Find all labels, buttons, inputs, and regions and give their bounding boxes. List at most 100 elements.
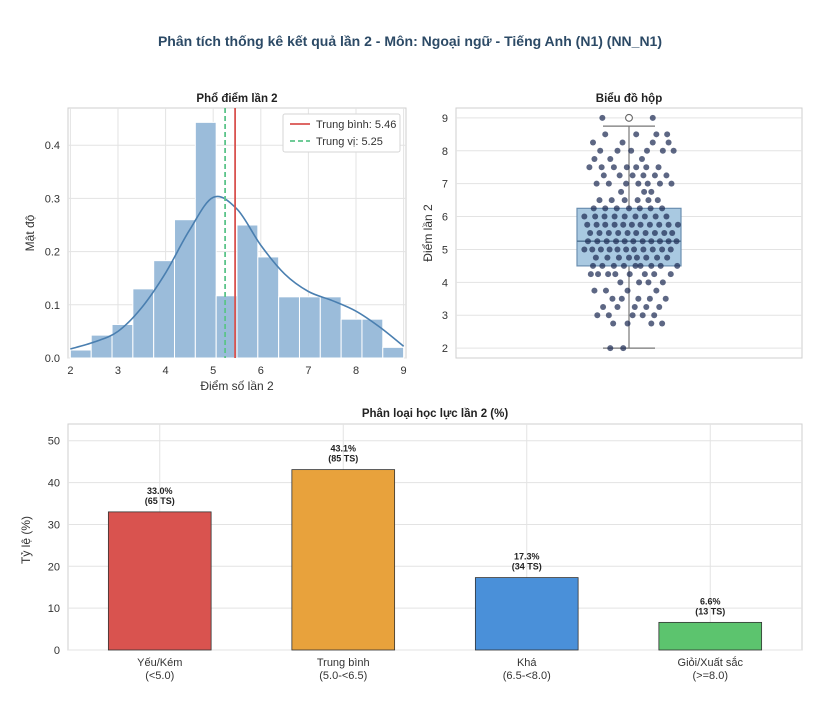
boxplot-point [623, 246, 630, 253]
boxplot-point [642, 230, 649, 236]
boxplot-point [596, 197, 603, 204]
histogram-x-tick-label: 5 [210, 365, 216, 377]
boxplot-point [607, 345, 614, 352]
boxplot-point [591, 287, 598, 294]
boxplot-point [610, 164, 617, 171]
boxplot-point [647, 205, 654, 212]
boxplot-point [612, 271, 619, 278]
boxplot-point [618, 295, 625, 302]
legend-mean-label: Trung bình: 5.46 [316, 119, 396, 131]
boxplot-point [623, 164, 630, 171]
classification-bar [658, 621, 763, 651]
boxplot-point [639, 238, 646, 245]
histogram-x-tick-label: 7 [305, 365, 311, 377]
boxplot-point [600, 304, 607, 311]
boxplot-point [632, 262, 639, 269]
boxplot-point [593, 221, 600, 228]
boxplot-point [590, 205, 597, 212]
boxplot-point [602, 131, 609, 138]
boxplot-point [630, 238, 637, 245]
histogram-bar [132, 288, 155, 359]
boxplot-point [643, 164, 650, 171]
boxplot-point [633, 254, 640, 261]
boxplot-point [584, 221, 591, 228]
boxplot-point [601, 213, 608, 220]
boxplot-point [602, 221, 609, 228]
classification-y-tick-label: 50 [48, 436, 60, 448]
legend-box [282, 113, 401, 153]
boxplot-y-tick-label: 2 [442, 343, 448, 355]
boxplot-y-tick-label: 6 [442, 212, 448, 224]
boxplot-point [609, 295, 616, 302]
boxplot-point [629, 172, 636, 179]
classification-y-tick-label: 0 [54, 645, 60, 657]
boxplot-point [633, 131, 640, 138]
histogram-x-tick-label: 9 [401, 365, 407, 377]
histogram-x-tick-label: 8 [353, 365, 359, 377]
classification-category-label: Giỏi/Xuất sắc [678, 656, 744, 669]
boxplot-point [654, 197, 661, 204]
boxplot-point [659, 279, 666, 286]
boxplot-y-tick-label: 9 [442, 113, 448, 125]
histogram-title: Phổ điểm lần 2 [196, 93, 277, 105]
boxplot-point [618, 188, 625, 195]
boxplot-point [600, 172, 607, 179]
boxplot-point [620, 262, 627, 269]
boxplot-point [610, 320, 617, 327]
classification-bar [291, 469, 396, 651]
boxplot-point [584, 238, 591, 245]
boxplot-point [602, 287, 609, 294]
boxplot-point [637, 262, 644, 269]
boxplot-point [674, 262, 681, 269]
boxplot-point [632, 213, 639, 220]
classification-count-label: (34 TS) [512, 562, 542, 572]
boxplot-point [628, 221, 635, 228]
boxplot-point [596, 230, 603, 236]
boxplot-point [589, 246, 596, 253]
boxplot-point [635, 180, 642, 187]
boxplot-point [621, 197, 628, 204]
boxplot-point [659, 147, 666, 154]
boxplot-point [631, 304, 638, 311]
classification-bars: 33.0%(65 TS) 43.1%(85 TS) 17.3%(34 TS) 6.6%… [107, 444, 763, 651]
boxplot-point [616, 172, 623, 179]
boxplot-point [644, 147, 650, 154]
histogram-bar [298, 296, 321, 359]
boxplot-point [610, 262, 617, 269]
histogram-bar [194, 121, 217, 359]
boxplot-point [635, 295, 642, 302]
classification-panel: 33.0%(65 TS) 43.1%(85 TS) 17.3%(34 TS) 6.6%… [19, 408, 803, 682]
boxplot-point [661, 230, 668, 236]
boxplot-point [626, 271, 633, 278]
classification-ylabel: Tỷ lệ (%) [19, 516, 33, 564]
boxplot-point [594, 312, 601, 319]
boxplot-point [641, 213, 648, 220]
boxplot-point [662, 295, 669, 302]
classification-value-label: 17.3% [514, 552, 540, 562]
boxplot-point [594, 238, 601, 245]
classification-value-label: 6.6% [700, 596, 721, 606]
boxplot-point [640, 246, 647, 253]
boxplot-point [649, 246, 656, 253]
classification-count-label: (65 TS) [145, 496, 175, 506]
boxplot-point [644, 180, 651, 187]
boxplot-point [651, 172, 658, 179]
boxplot-point [649, 139, 656, 146]
boxplot-point [593, 180, 600, 187]
boxplot-point [645, 279, 652, 286]
boxplot-point [665, 139, 672, 146]
boxplot-point [656, 238, 663, 245]
histogram-ticks: 2 3 4 5 6 7 8 9 0.0 0.1 0.2 0.3 0.4 [45, 140, 407, 377]
boxplot-point [614, 246, 621, 253]
boxplot-point [597, 246, 604, 253]
boxplot-point [640, 172, 647, 179]
boxplot-point [581, 246, 588, 253]
boxplot-point [663, 172, 670, 179]
histogram-y-tick-label: 0.4 [45, 140, 60, 152]
boxplot-point [611, 221, 618, 228]
boxplot-point [641, 188, 648, 195]
boxplot-point [599, 262, 606, 269]
boxplot-point [665, 221, 672, 228]
histogram-y-tick-label: 0.3 [45, 193, 60, 205]
histogram-bar [278, 296, 300, 359]
